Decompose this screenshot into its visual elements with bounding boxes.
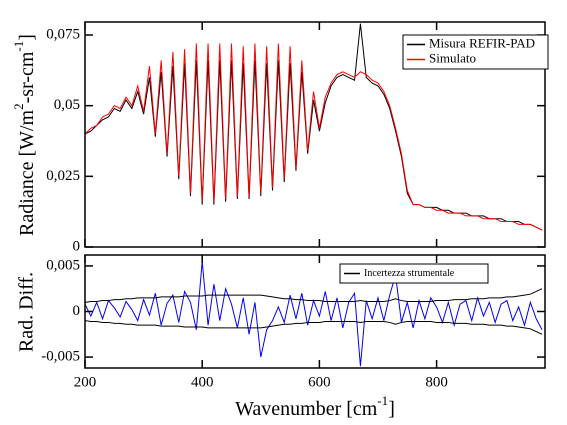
series-line [85, 288, 543, 303]
y-axis-label: Radiance [W/m2-sr-cm-1] [11, 34, 37, 236]
y-tick-label: 0,075 [46, 26, 80, 42]
x-axis-label-part: -1 [377, 393, 388, 408]
x-tick-label: 400 [191, 374, 214, 390]
legend-box [402, 34, 549, 70]
x-axis-label-part: Wavenumber [cm [235, 398, 378, 420]
x-axis-label-part: ] [388, 398, 395, 420]
y-tick-label: 0 [73, 303, 81, 319]
x-axis-label: Wavenumber [cm-1] [235, 393, 395, 419]
y-axis-label-part: 2 [11, 103, 26, 110]
x-tick-label: 600 [308, 374, 331, 390]
y-axis-label-part: -1 [11, 41, 26, 52]
series-line [85, 43, 543, 231]
y-tick-label: 0,025 [46, 168, 80, 184]
y-tick-label: -0,005 [41, 349, 80, 365]
y-tick-label: 0 [73, 238, 81, 254]
y-tick-label: 0,05 [54, 97, 80, 113]
series-line [85, 320, 543, 335]
y-axis-label-part: Radiance [W/m [16, 109, 38, 235]
legend-label: Misura REFIR-PAD [429, 35, 535, 50]
y-tick-label: 0,005 [46, 257, 80, 273]
y-axis-label-part: ] [16, 34, 38, 41]
series-line [85, 23, 543, 231]
legend-label: Incertezza strumentale [364, 268, 455, 279]
x-tick-label: 800 [425, 374, 448, 390]
legend-label: Simulato [429, 50, 476, 65]
y-axis-label: Rad. Diff. [16, 272, 38, 352]
x-tick-label: 200 [74, 374, 97, 390]
legend-box [339, 263, 489, 284]
y-axis-label-part: -sr-cm [16, 51, 38, 103]
plot-frame [84, 21, 546, 248]
